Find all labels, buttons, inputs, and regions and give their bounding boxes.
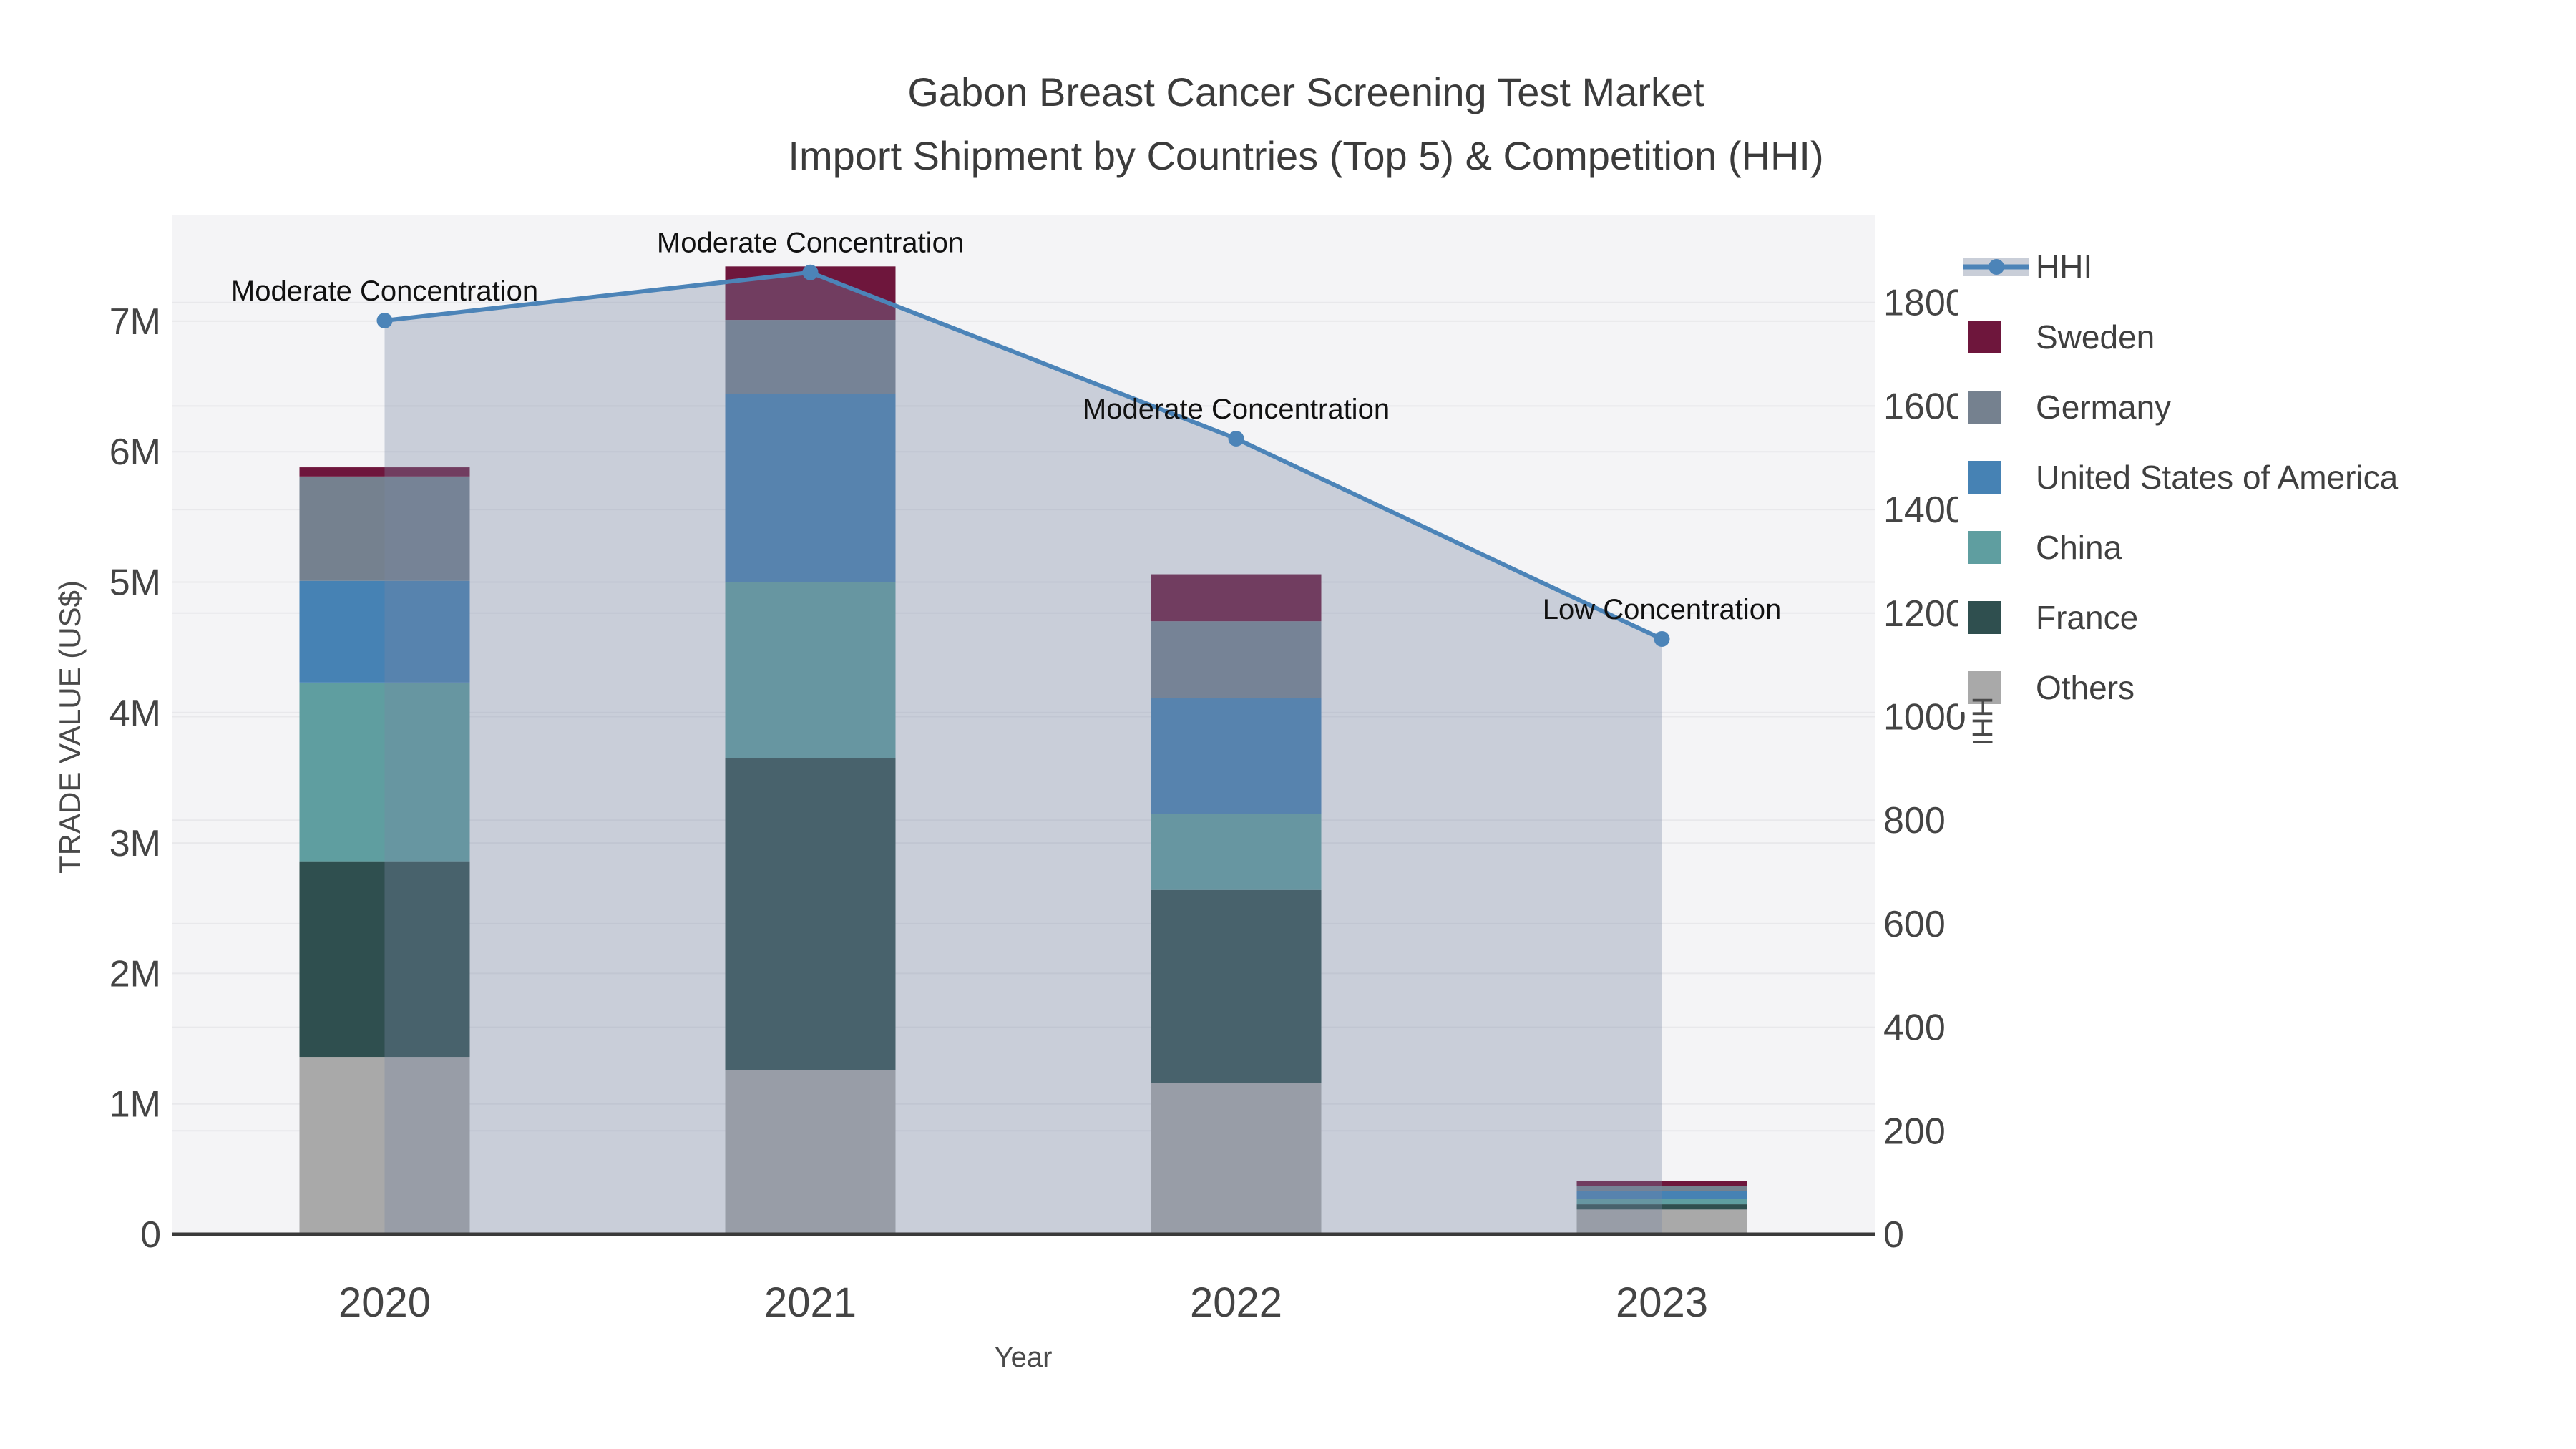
chart-title-line2: Import Shipment by Countries (Top 5) & C… xyxy=(788,133,1823,178)
bar-segment-france-2021[interactable] xyxy=(725,758,896,1070)
legend-item-united-states-of-america[interactable]: United States of America xyxy=(1968,459,2399,496)
legend-label-sweden: Sweden xyxy=(2036,318,2155,356)
axis-tick-labels: 0 1M 2M 3M 4M 5M 6M 7M 0 200 400 600 800 1000 1200 1400… xyxy=(109,283,1966,1326)
hhi-area-layer xyxy=(384,272,1662,1234)
y-right-tick-label: 1200 xyxy=(1883,593,1966,635)
bar-segment-china-2020[interactable] xyxy=(299,682,470,862)
y-right-tick-label: 1600 xyxy=(1883,386,1966,427)
legend-item-others[interactable]: Others xyxy=(1968,669,2135,706)
bar-segment-united-states-of-america-2022[interactable] xyxy=(1151,698,1322,814)
legend-background xyxy=(1958,238,2569,712)
annotation-moderate-concentration-2021: Moderate Concentration xyxy=(657,228,964,259)
hhi-point-2022[interactable] xyxy=(1228,430,1244,447)
annotation-moderate-concentration-2020: Moderate Concentration xyxy=(231,275,538,307)
legend-item-france[interactable]: France xyxy=(1968,599,2138,636)
annotation-moderate-concentration-2022: Moderate Concentration xyxy=(1083,394,1390,425)
legend-swatch-china xyxy=(1968,531,2001,564)
hhi-area-fill xyxy=(384,272,1662,1234)
legend-label-china: China xyxy=(2036,529,2122,566)
bar-segment-germany-2023[interactable] xyxy=(1576,1186,1747,1191)
legend-hhi-marker xyxy=(1989,259,2004,275)
y-right-tick-label: 800 xyxy=(1883,800,1946,841)
y-left-tick-label: 1M xyxy=(109,1084,161,1126)
hhi-point-2020[interactable] xyxy=(376,313,393,329)
bar-segment-germany-2021[interactable] xyxy=(725,320,896,394)
legend-swatch-others xyxy=(1968,671,2001,704)
bar-segment-china-2023[interactable] xyxy=(1576,1199,1747,1205)
y-left-tick-label: 5M xyxy=(109,562,161,604)
hhi-line xyxy=(384,270,1663,641)
legend-label-germany: Germany xyxy=(2036,389,2171,426)
legend: HHI Sweden Germany United States of America… xyxy=(1958,238,2569,712)
y-right-tick-label: 200 xyxy=(1883,1111,1946,1152)
y-left-tick-label: 4M xyxy=(109,693,161,734)
x-tick-label-2021: 2021 xyxy=(764,1279,857,1326)
bar-segment-sweden-2022[interactable] xyxy=(1151,574,1322,622)
legend-item-china[interactable]: China xyxy=(1968,529,2122,566)
y-right-tick-label: 1400 xyxy=(1883,489,1966,531)
legend-label-hhi: HHI xyxy=(2036,248,2092,286)
y-right-tick-label: 400 xyxy=(1883,1008,1946,1049)
legend-item-sweden[interactable]: Sweden xyxy=(1968,318,2155,356)
hhi-point-2021[interactable] xyxy=(802,264,819,280)
legend-swatch-germany xyxy=(1968,391,2001,424)
y-left-tick-label: 0 xyxy=(140,1214,161,1256)
legend-item-hhi[interactable]: HHI xyxy=(1963,248,2092,286)
y-right-tick-label: 1800 xyxy=(1883,283,1966,324)
hhi-point-2023[interactable] xyxy=(1654,630,1670,647)
bar-segment-united-states-of-america-2020[interactable] xyxy=(299,580,470,683)
bar-segment-others-2023[interactable] xyxy=(1576,1209,1747,1234)
bar-segment-germany-2020[interactable] xyxy=(299,476,470,581)
bar-segment-china-2022[interactable] xyxy=(1151,814,1322,890)
legend-label-united-states-of-america: United States of America xyxy=(2036,459,2399,496)
bar-segment-sweden-2020[interactable] xyxy=(299,467,470,477)
x-tick-label-2023: 2023 xyxy=(1616,1279,1708,1326)
bar-segment-france-2020[interactable] xyxy=(299,861,470,1058)
x-tick-label-2020: 2020 xyxy=(338,1279,431,1326)
bar-segment-united-states-of-america-2023[interactable] xyxy=(1576,1191,1747,1199)
bar-segment-others-2020[interactable] xyxy=(299,1057,470,1234)
bar-segment-france-2022[interactable] xyxy=(1151,889,1322,1083)
legend-label-france: France xyxy=(2036,599,2138,636)
bar-segment-united-states-of-america-2021[interactable] xyxy=(725,394,896,582)
legend-label-others: Others xyxy=(2036,669,2135,706)
x-axis-title: Year xyxy=(995,1342,1053,1373)
bar-segment-others-2021[interactable] xyxy=(725,1070,896,1234)
y-right-tick-label: 0 xyxy=(1883,1214,1904,1256)
y-left-tick-label: 6M xyxy=(109,431,161,473)
annotations: Moderate Concentration Moderate Concentra… xyxy=(231,228,1781,625)
y-right-tick-label: 1000 xyxy=(1883,697,1966,738)
annotation-low-concentration-2023: Low Concentration xyxy=(1543,594,1782,625)
bar-segment-france-2023[interactable] xyxy=(1576,1204,1747,1210)
bar-segment-germany-2022[interactable] xyxy=(1151,621,1322,698)
y-left-tick-label: 3M xyxy=(109,823,161,864)
legend-swatch-sweden xyxy=(1968,321,2001,353)
y-left-tick-label: 7M xyxy=(109,301,161,343)
hhi-line-layer xyxy=(376,264,1670,647)
legend-swatch-united-states-of-america xyxy=(1968,461,2001,494)
y-right-axis-title: HHI xyxy=(1966,697,1998,746)
legend-swatch-france xyxy=(1968,601,2001,634)
y-left-tick-label: 2M xyxy=(109,953,161,995)
bar-segment-china-2021[interactable] xyxy=(725,582,896,758)
y-right-tick-label: 600 xyxy=(1883,904,1946,945)
bar-segment-others-2022[interactable] xyxy=(1151,1083,1322,1234)
y-left-axis-title: TRADE VALUE (US$) xyxy=(53,580,87,874)
x-tick-label-2022: 2022 xyxy=(1190,1279,1282,1326)
bar-segment-sweden-2023[interactable] xyxy=(1576,1181,1747,1186)
chart-title-line1: Gabon Breast Cancer Screening Test Marke… xyxy=(907,69,1704,114)
stacked-bars xyxy=(299,266,1747,1234)
legend-item-germany[interactable]: Germany xyxy=(1968,389,2171,426)
